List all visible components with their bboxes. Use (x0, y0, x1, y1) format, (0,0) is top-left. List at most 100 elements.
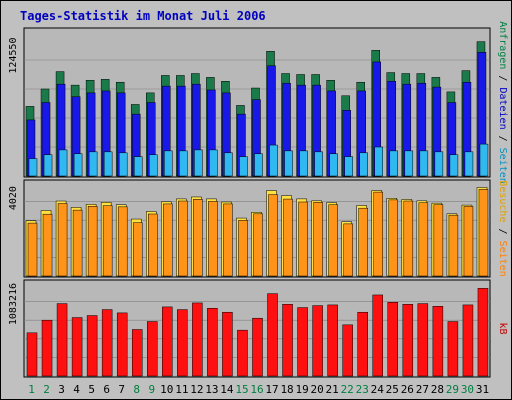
bar-seiten-day-29 (449, 154, 459, 177)
bar-seiten-day-12 (194, 149, 203, 177)
bar-seiten-day-23 (358, 207, 368, 277)
x-tick-label-day-25: 25 (386, 383, 399, 396)
bar-seiten-day-17 (268, 194, 278, 277)
x-tick-label-day-18: 18 (280, 383, 293, 396)
x-tick-label-day-6: 6 (103, 383, 110, 396)
bar-kb-day-6 (101, 309, 113, 377)
bar-seiten-day-10 (163, 203, 173, 277)
bar-kb-day-23 (357, 311, 368, 377)
bar-seiten-day-2 (42, 213, 53, 277)
x-tick-label-day-4: 4 (73, 383, 80, 396)
bar-seiten-day-20 (313, 202, 323, 277)
x-tick-label-day-5: 5 (88, 383, 95, 396)
bar-seiten-day-19 (298, 201, 308, 277)
x-axis-day-labels: 1 2 3 4 5 6 7 8 9 10 11 12 13 14 15 16 17 18 19 20 21 22 23 24 2… (28, 383, 489, 396)
bar-kb-day-8 (131, 329, 143, 377)
x-tick-label-day-2: 2 (43, 383, 50, 396)
bar-seiten-day-24 (374, 146, 383, 177)
bar-kb-day-5 (86, 315, 98, 377)
bar-seiten-day-22 (343, 223, 353, 277)
bar-seiten-day-28 (434, 151, 444, 177)
panel-requests-files-pages: 124550 Anfragen / Dateien / Seiten (8, 21, 508, 184)
bar-kb-day-30 (462, 304, 474, 377)
bar-seiten-day-12 (193, 199, 203, 277)
bar-seiten-day-6 (102, 205, 113, 277)
bar-seiten-day-27 (418, 202, 429, 277)
panel-visits-pages: 4020 Besuche / Seiten (8, 179, 508, 278)
bar-seiten-day-4 (72, 209, 83, 277)
x-tick-label-day-15: 15 (235, 383, 248, 396)
x-tick-label-day-24: 24 (371, 383, 385, 396)
bar-kb-day-16 (252, 317, 263, 377)
bar-kb-day-1 (26, 332, 38, 377)
bar-seiten-day-23 (359, 152, 368, 177)
bar-kb-day-3 (56, 303, 68, 377)
bar-seiten-day-3 (58, 149, 68, 177)
legend-anfragen: Anfragen (497, 21, 508, 69)
bar-kb-day-27 (417, 303, 429, 377)
bar-kb-day-29 (447, 321, 459, 377)
x-tick-label-day-11: 11 (175, 383, 188, 396)
bar-seiten-day-27 (419, 150, 429, 177)
bar-seiten-day-16 (254, 153, 263, 177)
series-legend-label: kB (497, 322, 508, 334)
bar-kb-day-4 (71, 317, 83, 377)
bar-kb-day-17 (267, 293, 278, 377)
bar-kb-day-20 (312, 305, 323, 377)
bar-seiten-day-24 (373, 191, 383, 277)
bar-seiten-day-31 (478, 189, 489, 277)
legend-seiten: Seiten (497, 241, 508, 277)
bar-seiten-day-25 (389, 150, 399, 177)
bar-seiten-day-21 (328, 204, 338, 277)
bar-kb-day-25 (387, 302, 399, 377)
x-tick-label-day-31: 31 (476, 383, 489, 396)
x-tick-label-day-20: 20 (311, 383, 324, 396)
bar-seiten-day-11 (179, 150, 188, 177)
y-tick-label: 1083216 (8, 283, 19, 325)
x-tick-label-day-10: 10 (160, 383, 173, 396)
bar-seiten-day-1 (27, 222, 38, 277)
x-tick-label-day-21: 21 (326, 383, 339, 396)
x-tick-label-day-13: 13 (205, 383, 218, 396)
bar-seiten-day-13 (209, 149, 218, 177)
bar-seiten-day-19 (299, 150, 308, 177)
bar-seiten-day-25 (388, 199, 399, 277)
bar-seiten-day-26 (403, 200, 414, 277)
legend-seiten: Seiten (497, 148, 508, 184)
x-tick-label-day-22: 22 (341, 383, 354, 396)
chart-title: Tages-Statistik im Monat Juli 2006 (20, 9, 266, 23)
bar-seiten-day-8 (132, 222, 143, 277)
bar-seiten-day-30 (463, 206, 474, 277)
bar-kb-day-11 (177, 309, 188, 377)
bar-kb-day-26 (402, 304, 414, 377)
bar-kb-day-18 (282, 304, 293, 377)
bar-kb-day-24 (372, 294, 383, 377)
bar-seiten-day-29 (448, 214, 459, 277)
bar-kb-day-22 (342, 324, 353, 377)
bar-seiten-day-18 (284, 150, 293, 177)
bar-seiten-day-4 (73, 153, 83, 177)
bar-seiten-day-8 (133, 156, 143, 177)
bar-seiten-day-5 (87, 206, 98, 277)
bar-kb-day-19 (297, 307, 308, 377)
bar-seiten-day-10 (164, 150, 173, 177)
x-tick-label-day-17: 17 (265, 383, 278, 396)
x-tick-label-day-3: 3 (58, 383, 65, 396)
bar-seiten-day-2 (43, 154, 53, 177)
x-tick-label-day-14: 14 (220, 383, 234, 396)
bar-kb-day-7 (116, 312, 128, 377)
bar-seiten-day-7 (118, 152, 128, 177)
x-tick-label-day-9: 9 (148, 383, 155, 396)
bar-kb-day-2 (41, 319, 53, 377)
x-tick-label-day-12: 12 (190, 383, 203, 396)
bar-seiten-day-26 (404, 150, 414, 177)
bar-kb-day-9 (147, 321, 158, 377)
bar-kb-day-15 (237, 329, 248, 377)
bar-seiten-day-15 (238, 220, 248, 277)
x-tick-label-day-1: 1 (28, 383, 35, 396)
bar-kb-day-13 (207, 307, 218, 377)
x-tick-label-day-27: 27 (416, 383, 429, 396)
panel-kb: 1083216 kB (8, 279, 508, 378)
bar-seiten-day-6 (103, 151, 113, 177)
